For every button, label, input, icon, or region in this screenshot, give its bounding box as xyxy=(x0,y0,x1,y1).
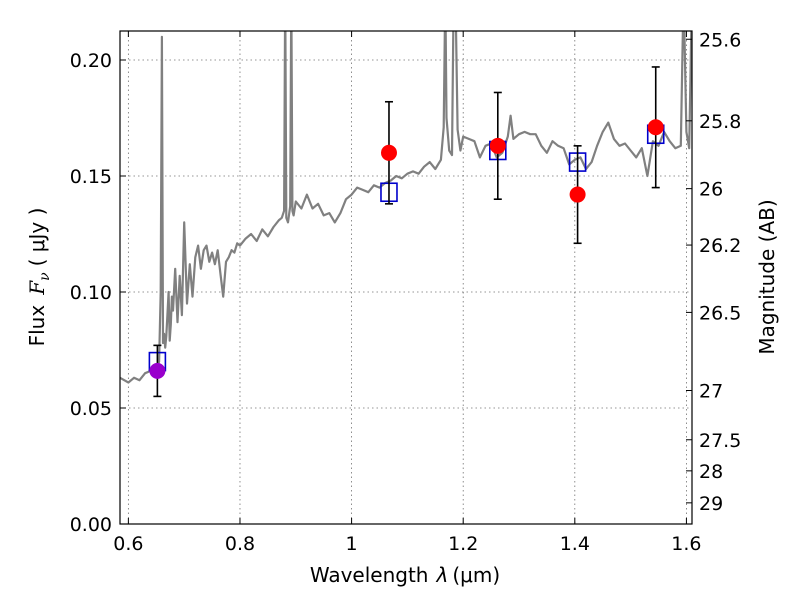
x-axis-label: Wavelength λ (μm) xyxy=(310,563,500,587)
ticks: 0.6 0.8 1 1.2 1.4 1.6 0.00 0.05 0.10 0.15 0.20 25.6… xyxy=(70,29,742,555)
x-axis-label-unit: (μm) xyxy=(452,563,500,587)
plot-area xyxy=(120,31,692,398)
y-tick-label: 0.15 xyxy=(70,166,112,188)
x-tick-label: 0.6 xyxy=(113,533,143,555)
observed-photometry-point xyxy=(380,144,397,161)
y-tick-label: 0.10 xyxy=(70,282,112,304)
x-axis-label-symbol: λ xyxy=(436,563,449,587)
observed-photometry-point xyxy=(647,119,664,136)
x-tick-label: 1.6 xyxy=(671,533,701,555)
y2-tick-label: 27 xyxy=(699,380,723,402)
x-axis-label-text: Wavelength xyxy=(310,563,429,587)
x-tick-label: 1.4 xyxy=(560,533,590,555)
y2-tick-label: 29 xyxy=(699,493,723,515)
observed-photometry-point xyxy=(569,186,586,203)
y2-tick-label: 26.5 xyxy=(699,302,741,324)
y2-tick-label: 26.2 xyxy=(699,235,741,257)
y-tick-label: 0.20 xyxy=(70,50,112,72)
y2-tick-label: 25.8 xyxy=(699,111,741,133)
spectrum-line xyxy=(120,31,692,384)
x-tick-label: 1 xyxy=(346,533,358,555)
y2-axis-label: Magnitude (AB) xyxy=(755,199,779,354)
y-axis-label-text: Flux xyxy=(25,305,49,347)
y-axis-label: Flux Fν ( μJy ) xyxy=(25,208,53,347)
x-tick-label: 0.8 xyxy=(225,533,255,555)
y-axis-label-symbol-sub: ν xyxy=(37,272,53,281)
y2-tick-label: 28 xyxy=(699,461,723,483)
observed-photometry-point xyxy=(149,362,166,379)
y-tick-label: 0.00 xyxy=(70,514,112,536)
plot-frame xyxy=(119,30,693,525)
y2-tick-label: 27.5 xyxy=(699,430,741,452)
y2-tick-label: 25.6 xyxy=(699,29,741,51)
y-tick-label: 0.05 xyxy=(70,398,112,420)
observed-photometry-point xyxy=(489,137,506,154)
x-tick-label: 1.2 xyxy=(448,533,478,555)
y-axis-label-symbol: F xyxy=(25,280,49,296)
y-axis-label-unit: ( μJy ) xyxy=(25,208,49,267)
grid xyxy=(120,31,692,525)
y2-tick-label: 26 xyxy=(699,179,723,201)
